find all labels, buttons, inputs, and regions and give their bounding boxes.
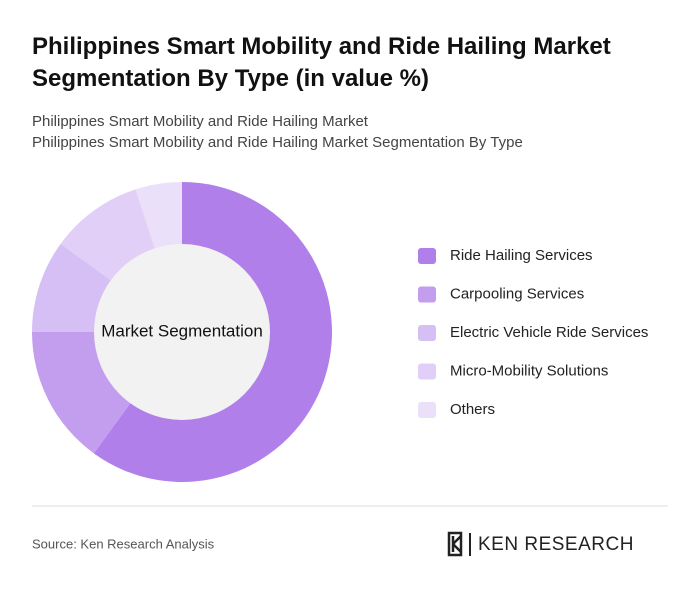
legend-label: Carpooling Services: [450, 285, 584, 302]
legend-label: Micro-Mobility Solutions: [450, 362, 608, 379]
legend-label: Others: [450, 401, 495, 418]
logo-icon: [447, 531, 471, 557]
legend-label: Electric Vehicle Ride Services: [450, 324, 648, 341]
center-label: Market Segmentation: [101, 321, 263, 340]
chart-title: Philippines Smart Mobility and Ride Hail…: [32, 33, 611, 92]
legend-swatch: [418, 286, 436, 303]
donut-hole: [94, 244, 270, 420]
legend-swatch: [418, 363, 436, 380]
subtitle: Philippines Smart Mobility and Ride Hail…: [32, 134, 523, 151]
legend-swatch: [418, 325, 436, 341]
legend-swatch: [418, 248, 436, 264]
legend-swatch: [418, 402, 436, 418]
legend-label: Ride Hailing Services: [450, 247, 593, 264]
logo-text: KEN RESEARCH: [478, 534, 634, 555]
source: Source: Ken Research Analysis: [32, 536, 215, 551]
subtitle: Philippines Smart Mobility and Ride Hail…: [32, 113, 369, 130]
